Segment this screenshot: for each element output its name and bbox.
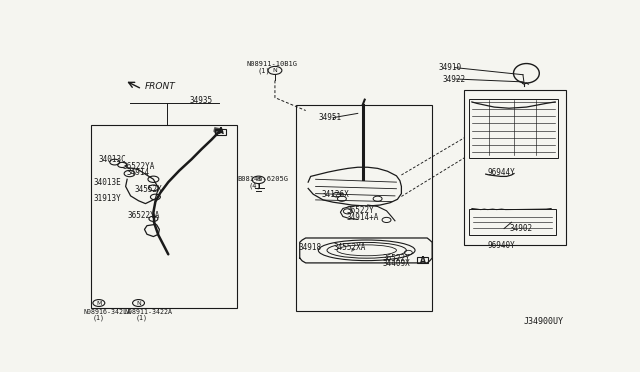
Text: B08146-6205G: B08146-6205G [237, 176, 289, 182]
Text: 34918: 34918 [298, 243, 321, 252]
Bar [296, 105, 432, 311]
Text: 34013E: 34013E [94, 178, 122, 187]
Text: A: A [218, 127, 224, 136]
Text: 36522YA: 36522YA [122, 163, 154, 171]
Text: 96940Y: 96940Y [488, 241, 515, 250]
Text: 34922: 34922 [442, 74, 465, 83]
Text: 34013C: 34013C [99, 155, 127, 164]
Text: N08916-342LA: N08916-342LA [84, 309, 132, 315]
Text: A: A [420, 256, 426, 265]
Text: 34126X: 34126X [321, 190, 349, 199]
Text: (1): (1) [92, 314, 104, 321]
Bar [417, 257, 428, 263]
Text: 31913Y: 31913Y [94, 194, 122, 203]
Text: P: P [350, 248, 354, 253]
Bar [216, 129, 227, 135]
Text: N: N [136, 301, 141, 305]
Bar [465, 90, 566, 245]
Text: 34914: 34914 [126, 168, 149, 177]
Text: N08911-3422A: N08911-3422A [125, 309, 173, 315]
Text: 36522YA: 36522YA [127, 211, 159, 220]
Text: 34552XA: 34552XA [334, 243, 366, 252]
Text: 34914+A: 34914+A [347, 212, 380, 222]
Text: 34951: 34951 [318, 113, 341, 122]
Bar [469, 99, 557, 158]
Text: M: M [96, 301, 102, 305]
Text: N08911-10B1G: N08911-10B1G [246, 61, 297, 67]
Text: (4): (4) [249, 182, 261, 189]
Bar [469, 209, 556, 235]
Text: 36522Y: 36522Y [383, 254, 410, 263]
Bar [91, 125, 237, 308]
Text: (1): (1) [136, 314, 148, 321]
Text: 34910: 34910 [438, 63, 461, 72]
Text: B: B [257, 177, 260, 182]
Text: (1): (1) [257, 68, 270, 74]
Text: FRONT: FRONT [145, 82, 175, 91]
Text: J34900UY: J34900UY [524, 317, 564, 326]
Text: 34409X: 34409X [383, 259, 410, 268]
Text: 34552X: 34552X [134, 185, 163, 194]
Text: 34935: 34935 [189, 96, 212, 105]
Text: 96944Y: 96944Y [488, 168, 515, 177]
Text: 36522Y: 36522Y [347, 206, 374, 215]
Text: N: N [273, 68, 277, 73]
Text: 34902: 34902 [509, 224, 532, 233]
Polygon shape [214, 128, 223, 134]
